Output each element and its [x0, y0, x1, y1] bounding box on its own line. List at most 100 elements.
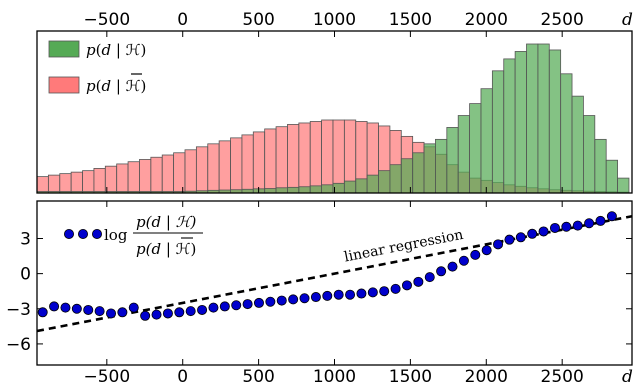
bar-h-22 [287, 186, 300, 194]
bar-not-h-10 [150, 156, 163, 194]
bar-h-33 [412, 152, 425, 194]
legend-denominator: p(d | ℋ) [136, 240, 196, 258]
bar-h-50 [605, 159, 618, 194]
legend-label-h: p(d | ℋ) [86, 41, 146, 59]
legend-swatch-h [48, 40, 80, 58]
point-38 [470, 249, 481, 260]
top-tick-label-0: 0 [177, 10, 188, 30]
bar-not-h-21 [275, 126, 288, 194]
point-20 [265, 296, 276, 307]
bar-h-37 [457, 115, 470, 194]
top-axis-tick-labels: −500 0 500 1000 1500 2000 2500 [83, 10, 583, 30]
bar-not-h-20 [264, 128, 277, 194]
point-9 [140, 310, 151, 321]
point-24 [310, 292, 321, 303]
point-29 [367, 287, 378, 298]
bar-h-39 [480, 88, 493, 194]
bar-h-35 [435, 138, 448, 194]
point-45 [549, 222, 560, 233]
bottom-y-tick-labels: −6 −3 0 3 [6, 229, 31, 354]
point-15 [208, 302, 219, 313]
bar-not-h-26 [332, 119, 345, 194]
bar-h-47 [571, 95, 584, 194]
point-19 [253, 297, 264, 308]
point-21 [276, 295, 287, 306]
bar-h-38 [469, 103, 482, 194]
bottom-x-tick-label-500: 500 [242, 367, 274, 383]
bar-h-46 [560, 73, 573, 194]
bar-h-21 [275, 187, 288, 194]
bar-not-h-2 [59, 173, 72, 194]
bar-h-28 [355, 178, 368, 194]
bar-h-44 [537, 43, 550, 194]
point-36 [447, 261, 458, 272]
bar-h-24 [309, 185, 322, 194]
bar-not-h-16 [218, 140, 231, 194]
point-44 [538, 226, 549, 237]
point-13 [185, 306, 196, 317]
point-11 [162, 308, 173, 319]
bar-h-23 [298, 186, 311, 194]
point-46 [561, 221, 572, 232]
point-12 [174, 307, 185, 318]
bottom-x-tick-label-2000: 2000 [465, 367, 508, 383]
point-3 [71, 303, 82, 314]
bar-not-h-5 [93, 168, 106, 194]
top-tick-label-2000: 2000 [465, 10, 508, 30]
bar-not-h-25 [321, 119, 334, 194]
point-50 [606, 211, 617, 222]
bar-h-20 [264, 188, 277, 194]
bar-not-h-24 [309, 121, 322, 194]
point-37 [458, 255, 469, 266]
point-43 [527, 228, 538, 239]
top-axis-ticks [106, 31, 563, 193]
bar-h-31 [389, 164, 402, 194]
point-6 [106, 308, 117, 319]
bar-not-h-11 [161, 154, 175, 194]
point-49 [595, 215, 606, 226]
top-legend: p(d | ℋ) p(d | ℋ) [48, 40, 146, 95]
legend-numerator: p(d | ℋ) [136, 213, 196, 231]
bar-not-h-19 [252, 131, 266, 194]
bottom-y-tick-label-3: 3 [20, 229, 31, 249]
bottom-axis-ticks [37, 201, 632, 365]
legend-label-not-h: p(d | ℋ) [86, 77, 146, 95]
bottom-x-tick-label-0: 0 [177, 367, 188, 383]
bottom-panel-frame [36, 200, 633, 366]
point-18 [242, 299, 253, 310]
bar-h-30 [378, 170, 391, 194]
point-17 [231, 300, 242, 311]
bar-not-h-7 [116, 163, 129, 194]
legend-swatch-not-h [48, 76, 80, 94]
bar-not-h-4 [82, 170, 95, 194]
point-2 [60, 302, 71, 313]
point-34 [424, 272, 435, 283]
bar-not-h-9 [139, 159, 152, 194]
point-1 [49, 301, 60, 312]
top-panel-frame [36, 30, 633, 194]
bar-not-h-3 [70, 171, 83, 194]
point-25 [322, 290, 333, 301]
bar-h-36 [446, 127, 459, 194]
bottom-x-tick-labels: −500 0 500 1000 1500 2000 2500 [83, 367, 583, 383]
point-16 [219, 301, 230, 312]
point-4 [83, 304, 94, 315]
bar-h-34 [423, 143, 436, 194]
legend-log: log [104, 226, 128, 244]
bottom-y-tick-label--6: −6 [6, 335, 31, 355]
top-x-axis-label: d [622, 10, 633, 30]
point-33 [413, 276, 424, 287]
bottom-x-tick-label--500: −500 [83, 367, 130, 383]
bar-h-41 [503, 58, 516, 194]
point-5 [94, 306, 105, 317]
log-ratio-points [37, 211, 617, 321]
bar-not-h-1 [47, 174, 61, 194]
bottom-x-axis-label: d [622, 367, 633, 383]
point-48 [584, 218, 595, 229]
bar-not-h-13 [184, 149, 197, 194]
bar-h-48 [583, 115, 596, 194]
bar-h-29 [366, 174, 379, 194]
bottom-y-tick-label-0: 0 [20, 265, 31, 285]
point-32 [401, 280, 412, 291]
